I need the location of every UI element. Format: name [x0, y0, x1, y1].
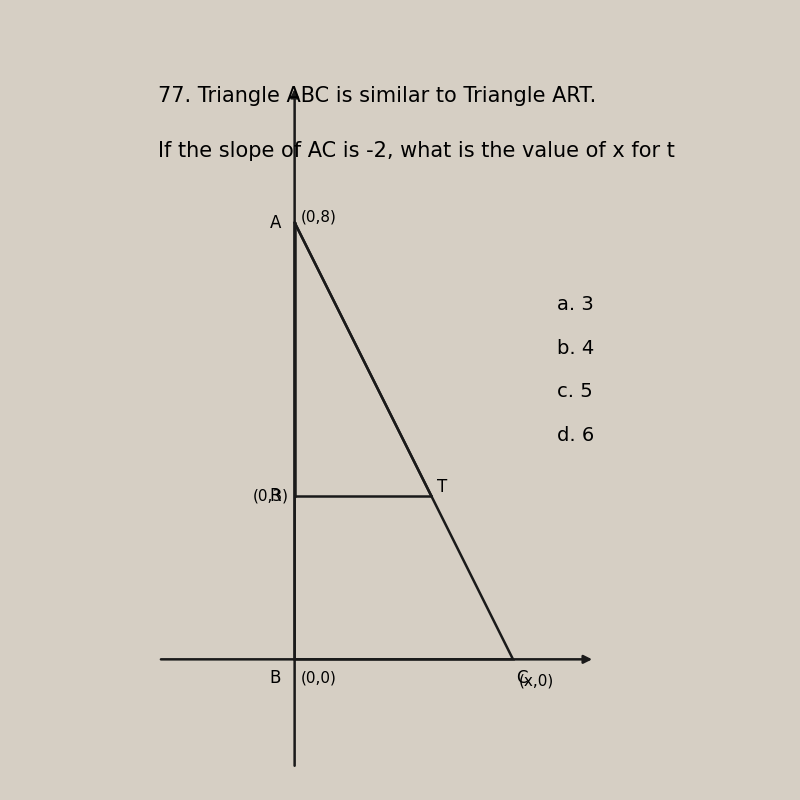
- Text: B: B: [270, 670, 281, 687]
- Text: c. 5: c. 5: [557, 382, 593, 402]
- Text: (0,8): (0,8): [301, 210, 337, 225]
- Text: R: R: [270, 486, 281, 505]
- Text: T: T: [437, 478, 447, 496]
- Text: A: A: [270, 214, 281, 231]
- Text: (0,3): (0,3): [253, 488, 289, 503]
- Text: 77. Triangle ABC is similar to Triangle ART.: 77. Triangle ABC is similar to Triangle …: [158, 86, 596, 106]
- Text: (x,0): (x,0): [518, 674, 554, 689]
- Text: d. 6: d. 6: [557, 426, 594, 445]
- Text: (0,0): (0,0): [301, 671, 337, 686]
- Text: a. 3: a. 3: [557, 295, 594, 314]
- Text: If the slope of AC is -2, what is the value of x for t: If the slope of AC is -2, what is the va…: [158, 141, 675, 161]
- Text: b. 4: b. 4: [557, 338, 594, 358]
- Text: C: C: [516, 670, 527, 687]
